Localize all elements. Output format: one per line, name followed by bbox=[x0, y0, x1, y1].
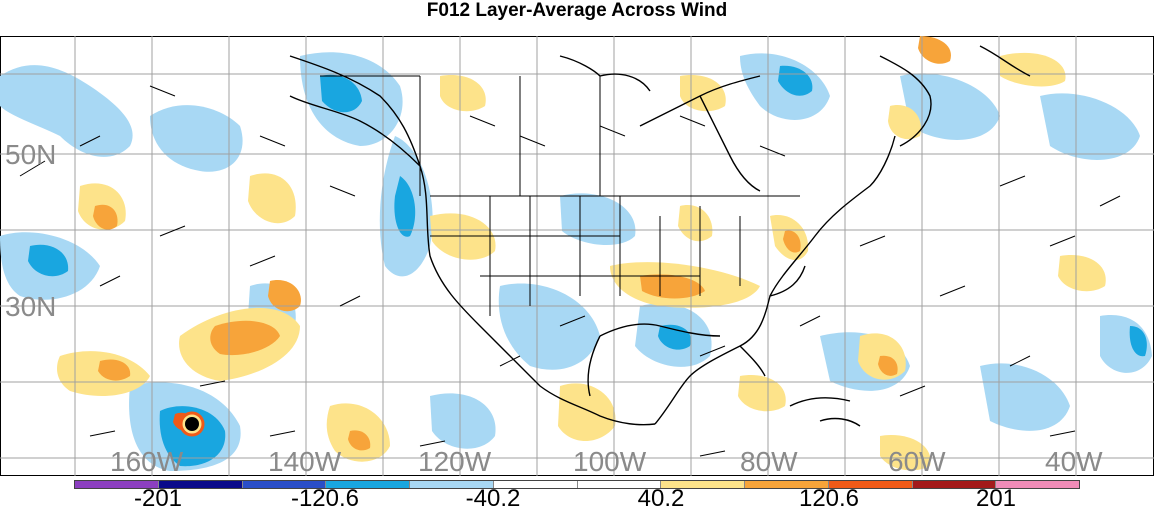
colorbar-segment bbox=[827, 481, 912, 488]
storm-center-marker bbox=[185, 417, 199, 431]
coastlines bbox=[289, 45, 1031, 427]
colorbar-labels: -201 -120.6 -40.2 40.2 120.6 201 bbox=[0, 486, 1154, 512]
colorbar-label: 40.2 bbox=[637, 485, 685, 512]
lon-label-100w: 100W bbox=[573, 446, 647, 477]
state-borders bbox=[320, 75, 800, 316]
lon-label-60w: 60W bbox=[888, 446, 946, 477]
colorbar-segment bbox=[744, 481, 828, 488]
dark-orange-anomaly-shading bbox=[93, 36, 951, 451]
lon-label-140w: 140W bbox=[268, 446, 342, 477]
colorbar-segment bbox=[492, 481, 577, 488]
colorbar-label: 120.6 bbox=[798, 485, 860, 512]
colorbar-segment bbox=[157, 481, 242, 488]
colorbar-segment bbox=[576, 481, 661, 488]
colorbar-segment bbox=[911, 481, 996, 488]
map-canvas bbox=[0, 36, 1154, 476]
colorbar-label: 201 bbox=[975, 485, 1017, 512]
colorbar bbox=[74, 480, 1080, 489]
lon-label-120w: 120W bbox=[418, 446, 492, 477]
colorbar-label: -201 bbox=[133, 485, 183, 512]
colorbar-label: -120.6 bbox=[290, 485, 360, 512]
colorbar-segment bbox=[995, 481, 1079, 488]
wind-barbs bbox=[19, 85, 1121, 457]
map-title: F012 Layer-Average Across Wind bbox=[426, 0, 728, 21]
graticule bbox=[0, 36, 1154, 476]
colorbar-segment bbox=[409, 481, 493, 488]
colorbar-segment bbox=[241, 481, 326, 488]
lat-label-30n: 30N bbox=[5, 291, 57, 322]
lon-label-40w: 40W bbox=[1045, 446, 1103, 477]
colorbar-label: -40.2 bbox=[465, 485, 521, 512]
lat-label-50n: 50N bbox=[5, 139, 57, 170]
map-panel bbox=[0, 36, 1154, 476]
lon-label-80w: 80W bbox=[740, 446, 798, 477]
colorbar-segment bbox=[75, 481, 158, 488]
colorbar-segment bbox=[325, 481, 409, 488]
lon-label-160w: 160W bbox=[110, 446, 184, 477]
colorbar-segment bbox=[660, 481, 744, 488]
